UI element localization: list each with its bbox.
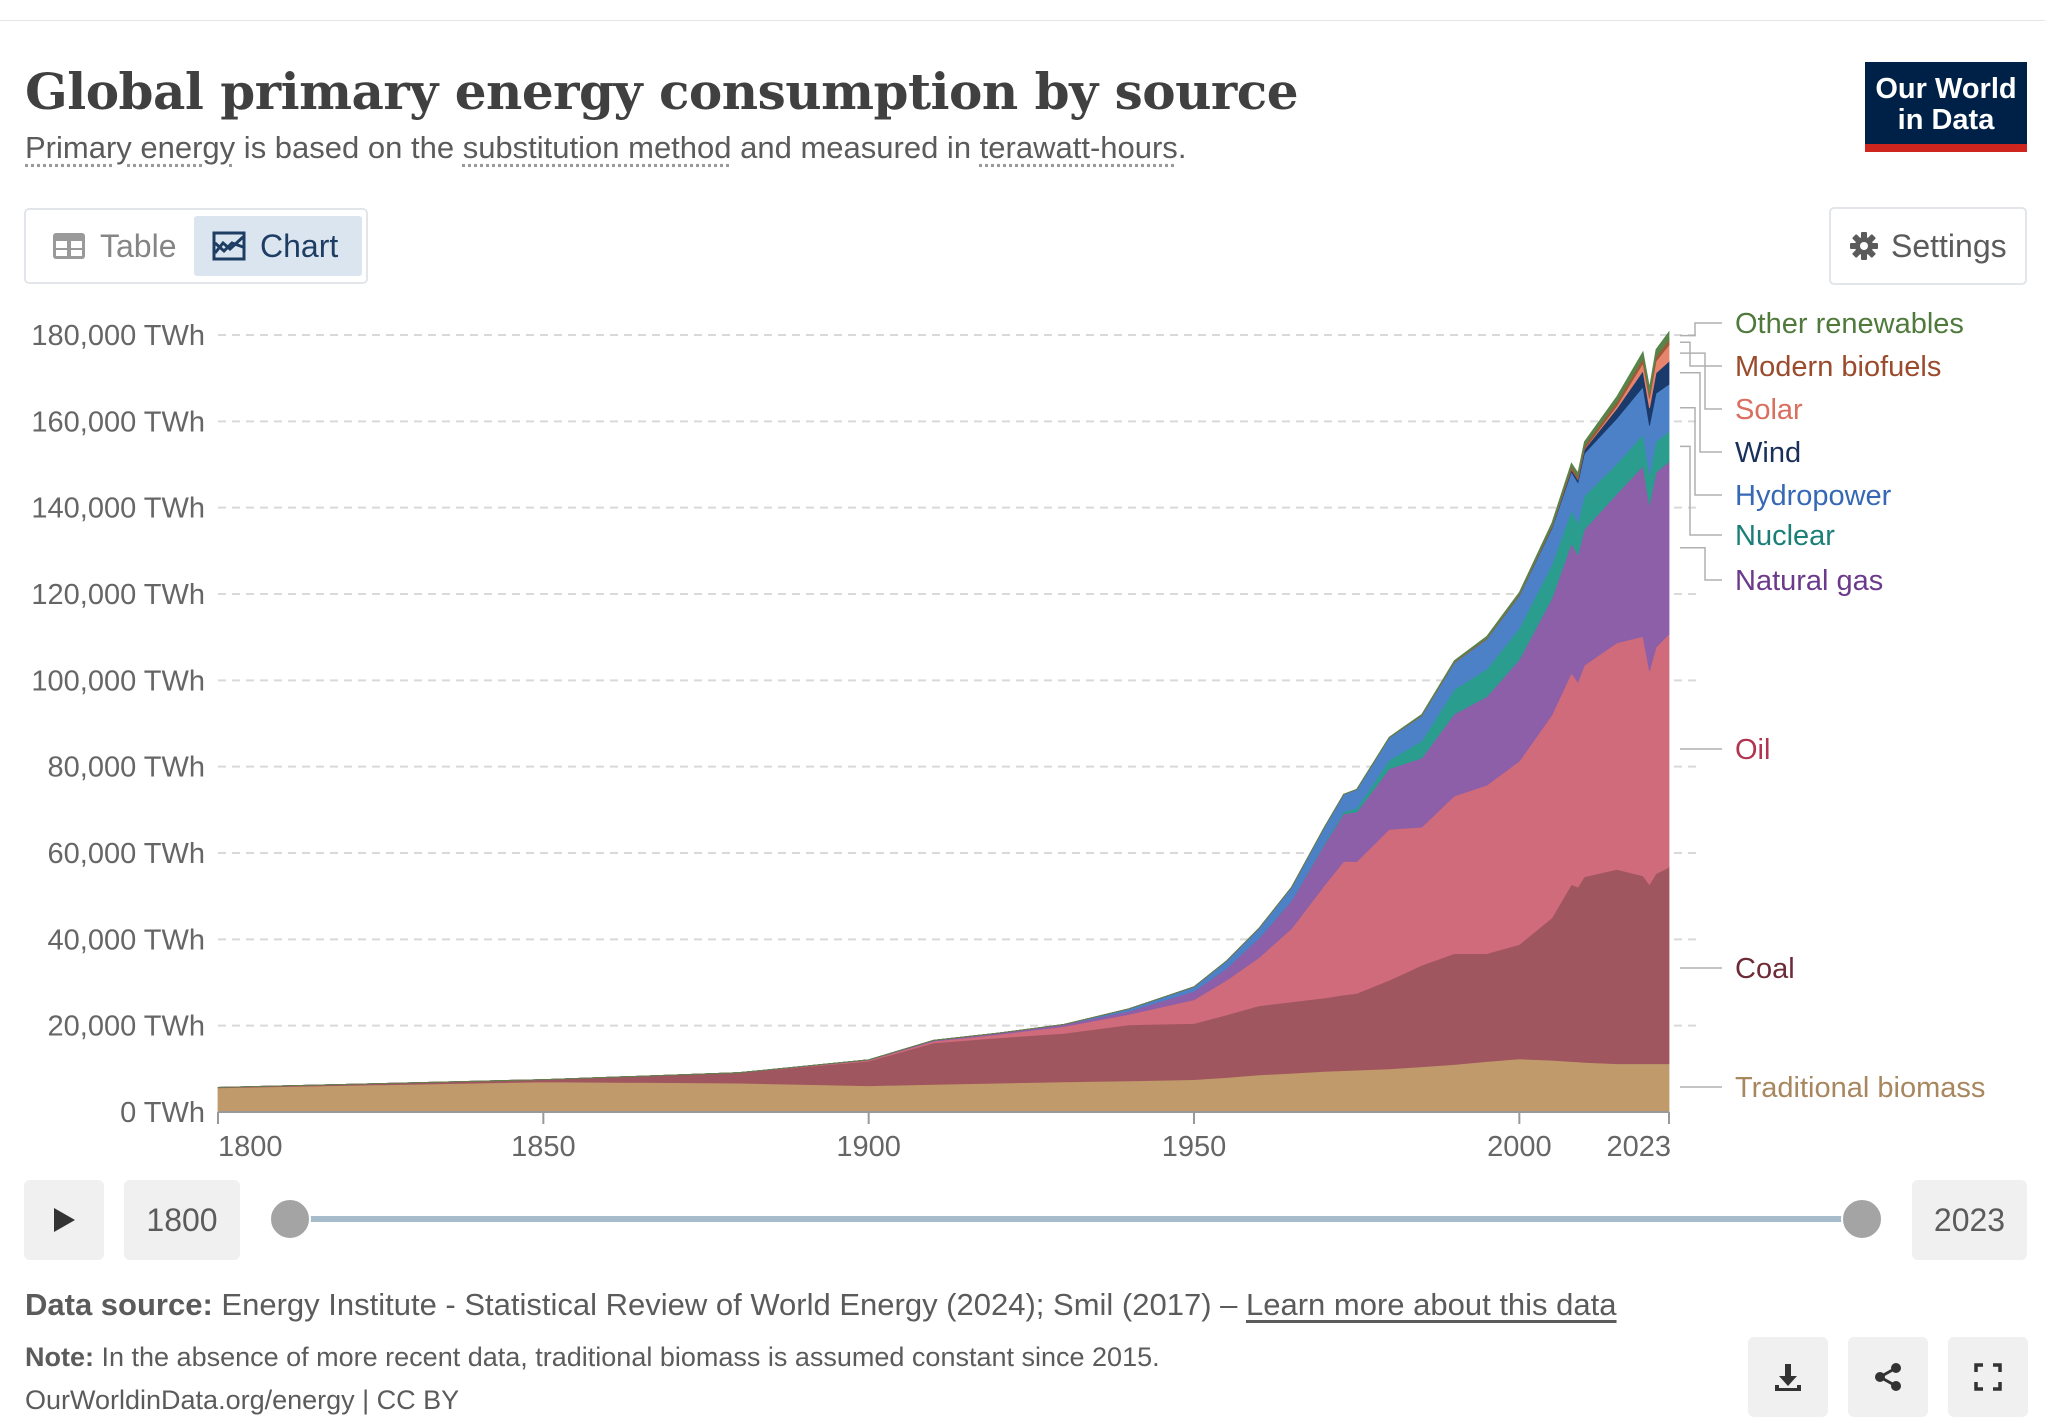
area-other-renewables[interactable] [217,330,1670,1088]
subtitle-text: . [1177,130,1187,165]
note-label: Note: [25,1342,94,1372]
timeline-end-handle[interactable] [1841,1198,1883,1240]
x-tick-label: 2023 [1606,1131,1671,1160]
download-icon [1775,1364,1801,1391]
logo-line1: Our World [1875,73,2017,105]
area-chart[interactable]: 0 TWh 20,000 TWh 40,000 TWh 60,000 TWh 80,00… [0,300,2045,1160]
series-label[interactable]: Oil [1735,734,1770,766]
credit-line[interactable]: OurWorldinData.org/energy | CC BY [25,1385,460,1415]
share-icon [1875,1363,1901,1391]
owid-logo[interactable]: Our World in Data [1865,62,2027,152]
settings-button[interactable]: Settings [1829,207,2027,285]
label-connector [1680,341,1722,367]
y-tick-label: 120,000 TWh [31,579,205,611]
stacked-areas [217,330,1670,1113]
x-tick-label: 1850 [511,1131,576,1160]
timeline-start-handle[interactable] [269,1198,311,1240]
logo-line2: in Data [1897,104,1995,136]
fullscreen-button[interactable] [1948,1337,2028,1417]
series-label[interactable]: Modern biofuels [1735,351,1941,383]
series-labels: Traditional biomass Coal Oil Natural gas Nuc… [1680,308,1985,1104]
subtitle: Primary energy is based on the substitut… [25,130,1186,166]
y-tick-label: 140,000 TWh [31,493,205,525]
note-text: In the absence of more recent data, trad… [94,1342,1160,1372]
series-label[interactable]: Traditional biomass [1735,1072,1985,1104]
y-tick-label: 40,000 TWh [48,924,205,956]
gear-icon [1850,232,1878,260]
source-text: Energy Institute - Statistical Review of… [212,1287,1246,1322]
series-label[interactable]: Natural gas [1735,565,1883,597]
axes: 0 TWh 20,000 TWh 40,000 TWh 60,000 TWh 80,00… [31,320,1671,1160]
end-year-box[interactable]: 2023 [1912,1180,2027,1260]
start-year-box[interactable]: 1800 [124,1180,240,1260]
y-tick-label: 80,000 TWh [48,752,205,784]
play-button[interactable] [24,1180,104,1260]
series-label[interactable]: Other renewables [1735,308,1964,340]
table-icon [53,233,85,259]
label-connector [1680,372,1722,453]
series-label[interactable]: Nuclear [1735,520,1835,552]
y-tick-label: 60,000 TWh [48,838,205,870]
timeline-track[interactable] [290,1216,1862,1222]
data-source: Data source: Energy Institute - Statisti… [25,1287,1617,1323]
label-connector [1680,352,1722,410]
learn-more-link[interactable]: Learn more about this data [1245,1287,1617,1322]
source-label: Data source: [25,1287,213,1322]
table-tab[interactable]: Table [34,216,204,276]
label-connector [1680,445,1722,536]
x-tick-label: 1800 [218,1131,283,1160]
y-tick-label: 180,000 TWh [31,320,205,352]
download-button[interactable] [1748,1337,1828,1417]
chart-icon [212,231,246,261]
series-label[interactable]: Solar [1735,394,1803,426]
terawatt-hours-link[interactable]: terawatt-hours [979,130,1178,165]
y-tick-label: 0 TWh [120,1097,205,1129]
top-divider [0,20,2045,21]
fullscreen-icon [1974,1363,2002,1391]
y-tick-label: 20,000 TWh [48,1011,205,1043]
series-label[interactable]: Hydropower [1735,480,1892,512]
y-tick-label: 100,000 TWh [31,665,205,697]
label-connector [1680,547,1722,581]
play-icon [54,1208,75,1232]
page-title: Global primary energy consumption by sou… [25,62,1299,121]
substitution-method-link[interactable]: substitution method [462,130,732,165]
label-connector [1680,406,1722,496]
primary-energy-link[interactable]: Primary energy [25,130,236,165]
y-tick-label: 160,000 TWh [31,406,205,438]
x-tick-label: 1950 [1162,1131,1227,1160]
subtitle-text: and measured in [731,130,980,165]
label-connector [1680,322,1722,337]
settings-label: Settings [1891,227,2007,264]
chart-tab-label: Chart [260,227,339,264]
chart-tab[interactable]: Chart [194,216,362,276]
series-label[interactable]: Wind [1735,437,1801,469]
subtitle-text: is based on the [235,130,463,165]
chart-note: Note: In the absence of more recent data… [25,1342,1160,1373]
table-tab-label: Table [100,227,177,264]
view-toggle: Table Chart [24,208,368,284]
x-tick-label: 1900 [836,1131,901,1160]
x-tick-label: 2000 [1487,1131,1552,1160]
share-button[interactable] [1848,1337,1928,1417]
series-label[interactable]: Coal [1735,953,1795,985]
